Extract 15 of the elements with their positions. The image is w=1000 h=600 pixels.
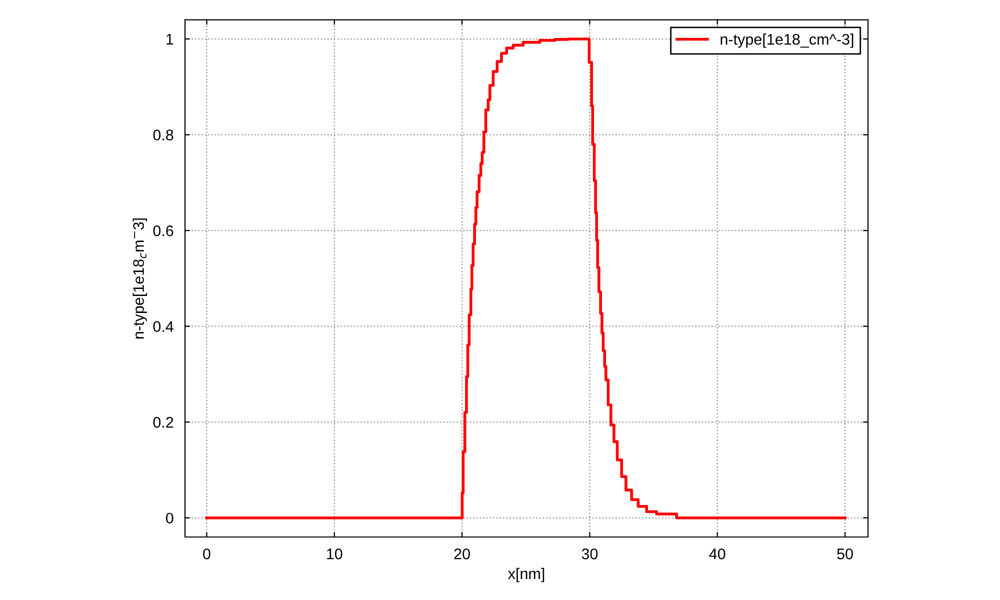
- y-tick-label: 0.2: [153, 416, 174, 428]
- y-tick-label: 0.6: [153, 225, 174, 236]
- x-tick-label: 0: [203, 548, 210, 560]
- x-tick-label: 20: [454, 548, 470, 560]
- x-tick-label: 40: [709, 548, 726, 560]
- y-tick-label: 0: [166, 512, 174, 524]
- x-tick-label: 50: [837, 548, 853, 560]
- y-tick-label: 1: [166, 34, 174, 44]
- x-tick-label: 30: [582, 548, 598, 560]
- x-tick-label: 10: [327, 548, 342, 560]
- y-axis-title: n-type[1e18$_{c}$m$^{−}$3]: [132, 218, 147, 338]
- y-tick-label: 0.8: [153, 130, 174, 140]
- legend-label: n-type[1e18_cm^-3]: [720, 34, 854, 48]
- y-tick-label: 0.4: [153, 321, 174, 332]
- x-axis-title: x[nm]: [508, 568, 544, 582]
